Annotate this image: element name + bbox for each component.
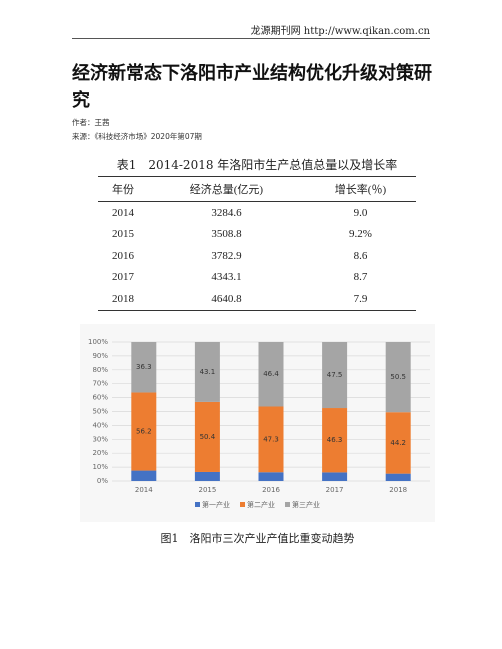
legend-label: 第三产业 (292, 500, 320, 509)
y-tick-label: 80% (92, 366, 108, 374)
legend-label: 第一产业 (202, 500, 230, 509)
data-label: 46.4 (263, 370, 279, 378)
x-tick-label: 2018 (389, 486, 407, 494)
table-row: 2016 3782.9 8.6 (98, 245, 416, 267)
bar-segment (194, 342, 220, 402)
chart: 0% 10% 20% 30% 40% 50% 60% 70% 80% 90% 100% 2014 56.… (80, 324, 435, 522)
x-tick-label: 2014 (135, 486, 153, 494)
author: 作者：王茜 (72, 118, 110, 127)
y-tick-label: 10% (92, 463, 108, 471)
column-header: 年份 (98, 176, 148, 202)
x-tick-label: 2015 (198, 486, 216, 494)
data-label: 46.3 (327, 436, 343, 444)
y-tick-label: 50% (92, 408, 108, 416)
legend-swatch (285, 502, 290, 507)
table-cell: 3284.6 (211, 206, 242, 219)
data-table: 年份 经济总量(亿元) 增长率(％) 2014 3284.6 9.0 2015 3508.8… (98, 176, 416, 311)
table-cell: 2016 (111, 249, 134, 262)
table-cell: 4343.1 (211, 271, 242, 284)
bar-segment (385, 473, 411, 481)
article-title: 经济新常态下洛阳市产业结构优化升级对策研究 (72, 63, 432, 111)
x-tick-label: 2017 (326, 486, 344, 494)
bar-segment (131, 470, 157, 481)
table-cell: 4640.8 (147, 288, 305, 311)
bar-segment (131, 392, 157, 471)
data-label: 50.4 (200, 433, 216, 441)
y-tick-label: 20% (92, 449, 108, 457)
bar-segment (131, 342, 157, 393)
table-cell: 2015 (111, 228, 134, 241)
bar-segment (322, 408, 348, 473)
table-cell: 7.9 (304, 288, 416, 311)
table-body: 2014 3284.6 9.0 2015 3508.8 9.2% 2016 3782.9 8.6… (98, 202, 416, 311)
bar-segment (385, 412, 411, 474)
table-cell: 2014 (111, 206, 134, 219)
data-label: 43.1 (200, 368, 216, 376)
table-caption: 表1 2014-2018 年洛阳市生产总值总量以及增长率 (116, 158, 398, 172)
column-header: 经济总量(亿元) (147, 176, 305, 202)
y-tick-label: 30% (92, 435, 108, 443)
bar-segment (258, 342, 284, 407)
legend-label: 第二产业 (247, 500, 275, 509)
source: 来源：《科技经济市场》2020年第07期 (72, 132, 202, 141)
bar-segment (322, 472, 348, 481)
site-header: 龙源期刊网 http://www.qikan.com.cn (250, 26, 430, 37)
y-tick-label: 60% (92, 394, 108, 402)
legend-swatch (240, 502, 245, 507)
y-tick-label: 90% (92, 352, 108, 360)
bar-segment (194, 471, 220, 481)
table-cell: 9.2% (348, 228, 372, 241)
y-tick-label: 70% (92, 380, 108, 388)
table-row: 2017 4343.1 8.7 (98, 267, 416, 289)
bar-segment (258, 472, 284, 481)
table-row: 2014 3284.6 9.0 (98, 202, 416, 224)
bar-segment (194, 401, 220, 472)
table-header-row: 年份 经济总量(亿元) 增长率(％) (98, 176, 416, 202)
data-label: 47.5 (327, 371, 343, 379)
bar-segment (322, 342, 348, 409)
bar-segment (258, 406, 284, 473)
bar-segment (385, 342, 411, 413)
data-label: 47.3 (263, 435, 279, 443)
y-tick-label: 40% (92, 421, 108, 429)
column-header: 增长率(％) (304, 176, 416, 202)
table-cell: 2017 (111, 271, 134, 284)
y-tick-label: 0% (97, 477, 108, 485)
table-cell: 3508.8 (211, 228, 242, 241)
figure-caption: 图1 洛阳市三次产业产值比重变动趋势 (160, 532, 355, 545)
data-label: 56.2 (136, 428, 152, 436)
table-row: 2018 4640.8 7.9 (98, 288, 416, 311)
data-label: 50.5 (390, 373, 406, 381)
y-tick-label: 100% (88, 338, 108, 346)
table-cell: 8.6 (353, 249, 368, 262)
table-cell: 2018 (98, 288, 148, 311)
x-tick-label: 2016 (262, 486, 280, 494)
legend-swatch (195, 502, 200, 507)
header-rule (72, 38, 430, 39)
data-label: 44.2 (390, 439, 406, 447)
table-cell: 3782.9 (211, 249, 242, 262)
data-label: 36.3 (136, 363, 152, 371)
table-cell: 8.7 (353, 271, 368, 284)
table-cell: 9.0 (353, 206, 368, 219)
table-row: 2015 3508.8 9.2% (98, 224, 416, 246)
